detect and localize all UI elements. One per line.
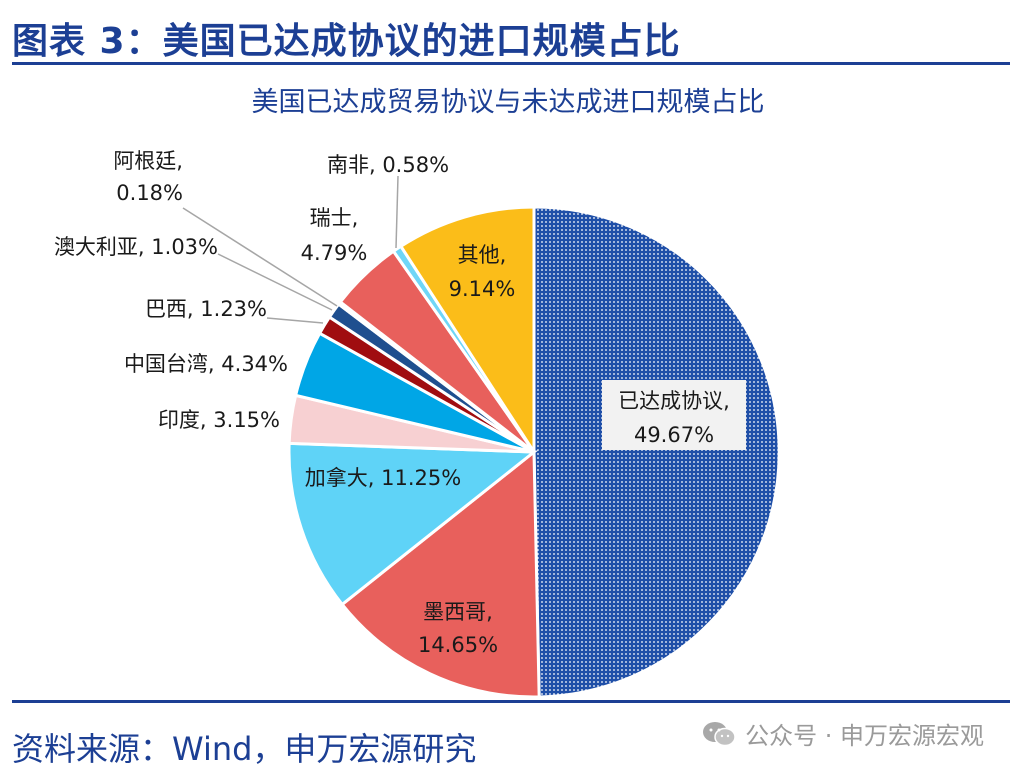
slice-label-3: 加拿大, 11.25% — [305, 466, 461, 490]
leader-lines — [182, 175, 399, 324]
watermark-text: 公众号 · 申万宏源宏观 — [745, 722, 984, 750]
footer-divider — [12, 700, 1010, 703]
leader-line-10 — [395, 175, 399, 249]
slice-name-11: 其他, — [458, 243, 507, 267]
pie-slice-1 — [532, 205, 781, 699]
slice-name-1: 已达成协议, — [618, 389, 730, 413]
wechat-icon — [703, 721, 736, 746]
slice-name-9: 瑞士, — [310, 206, 359, 230]
slice-value-2: 14.65% — [418, 633, 498, 657]
pie-slice-2 — [340, 448, 541, 699]
watermark: 公众号 · 申万宏源宏观 — [701, 716, 984, 751]
header-divider — [12, 62, 1010, 65]
slice-label-6: 巴西, 1.23% — [145, 297, 267, 321]
slice-value-11: 9.14% — [449, 277, 516, 301]
figure-title: 图表 3：美国已达成协议的进口规模占比 — [12, 21, 681, 62]
pie-slices — [287, 205, 781, 699]
leader-line-7 — [217, 253, 333, 311]
figure-header: 图表 3：美国已达成协议的进口规模占比 — [12, 8, 1010, 65]
slice-label-4: 印度, 3.15% — [158, 408, 280, 432]
pie-slice-3 — [287, 441, 539, 607]
leader-line-6 — [266, 317, 324, 324]
slice-label-5: 中国台湾, 4.34% — [124, 352, 288, 376]
leader-line-8 — [182, 207, 338, 307]
slice-label-box-1 — [602, 380, 746, 450]
slice-value-8: 0.18% — [116, 181, 183, 205]
slice-value-1: 49.67% — [634, 423, 714, 447]
slice-labels: 已达成协议, 49.67% 墨西哥, 14.65% 加拿大, 11.25% 印度, 3.1… — [54, 149, 746, 657]
slice-name-8: 阿根廷, — [113, 149, 183, 173]
slice-label-10: 南非, 0.58% — [327, 153, 449, 177]
slice-label-7: 澳大利亚, 1.03% — [54, 235, 218, 259]
slice-value-9: 4.79% — [301, 241, 368, 265]
chart-title: 美国已达成贸易协议与未达成进口规模占比 — [251, 87, 765, 118]
pie-slice-11 — [398, 205, 536, 458]
source-note: 资料来源：Wind，申万宏源研究 — [12, 730, 477, 768]
slice-name-2: 墨西哥, — [423, 600, 493, 624]
figure-footer: 资料来源：Wind，申万宏源研究 公众号 · 申万宏源宏观 — [12, 700, 1010, 774]
